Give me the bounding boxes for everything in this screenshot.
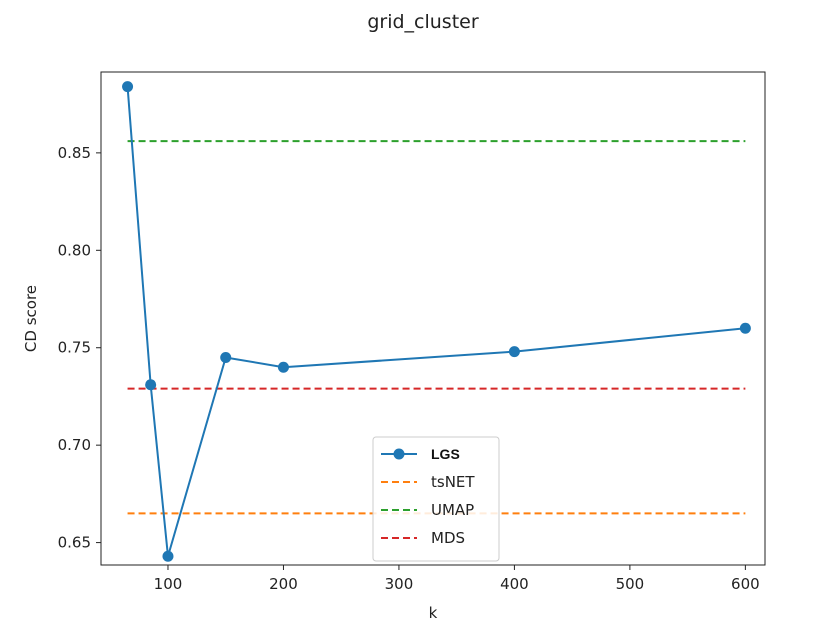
x-tick-label: 100	[154, 575, 183, 593]
legend-tsnet-label: tsNET	[431, 473, 475, 491]
legend-box	[372, 436, 500, 562]
y-tick-label: 0.85	[58, 144, 91, 162]
plot-frame	[100, 71, 766, 566]
legend-lgs-marker	[393, 448, 405, 460]
lgs-data-point	[122, 81, 134, 93]
legend-umap-label: UMAP	[431, 501, 474, 519]
lgs-data-point	[508, 346, 520, 358]
x-axis-label: k	[429, 604, 438, 622]
x-tick-label: 200	[269, 575, 298, 593]
y-tick-label: 0.70	[58, 436, 91, 454]
x-tick-label: 500	[616, 575, 645, 593]
legend: LGS tsNET UMAP MDS	[372, 436, 500, 562]
y-axis: 0.65 0.70 0.75 0.80 0.85	[58, 144, 101, 552]
x-tick-label: 600	[731, 575, 760, 593]
lgs-data-point	[162, 550, 174, 562]
x-tick-label: 300	[385, 575, 414, 593]
chart-title: grid_cluster	[367, 11, 479, 33]
x-tick-label: 400	[500, 575, 529, 593]
y-axis-label: CD score	[22, 285, 40, 352]
lgs-data-point	[220, 351, 232, 363]
lgs-data-point	[145, 379, 157, 391]
y-tick-label: 0.65	[58, 534, 91, 552]
y-tick-label: 0.80	[58, 241, 91, 259]
legend-mds-label: MDS	[431, 529, 465, 547]
lgs-data-point	[739, 322, 751, 334]
y-tick-label: 0.75	[58, 339, 91, 357]
legend-lgs-label: LGS	[431, 446, 460, 462]
lgs-data-point	[277, 361, 289, 373]
x-axis: 100 200 300 400 500 600	[154, 565, 760, 593]
